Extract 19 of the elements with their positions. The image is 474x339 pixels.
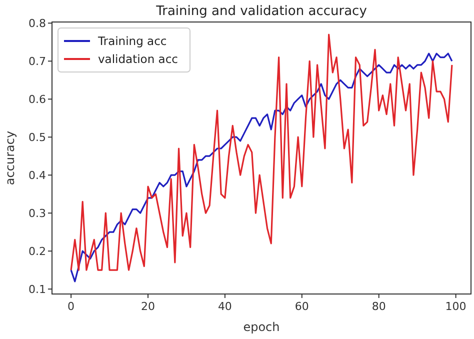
chart-title: Training and validation accuracy bbox=[155, 4, 368, 19]
x-tick-label: 20 bbox=[140, 300, 155, 313]
x-tick-label: 60 bbox=[294, 300, 309, 313]
x-tick-label: 40 bbox=[218, 300, 232, 313]
y-tick-label: 0.1 bbox=[28, 283, 46, 296]
x-tick-label: 0 bbox=[68, 300, 75, 313]
y-tick-label: 0.3 bbox=[28, 207, 46, 220]
x-axis-title: epoch bbox=[243, 320, 280, 334]
legend-label: validation acc bbox=[98, 52, 178, 66]
x-tick-label: 100 bbox=[445, 300, 466, 313]
legend-label: Training acc bbox=[97, 34, 167, 48]
y-tick-label: 0.8 bbox=[28, 17, 46, 30]
y-tick-label: 0.5 bbox=[28, 131, 46, 144]
y-tick-label: 0.4 bbox=[28, 169, 46, 182]
y-tick-label: 0.7 bbox=[28, 55, 46, 68]
y-tick-label: 0.6 bbox=[28, 93, 46, 106]
x-tick-label: 80 bbox=[372, 300, 386, 313]
y-tick-label: 0.2 bbox=[28, 245, 46, 258]
y-axis-title: accuracy bbox=[3, 130, 17, 186]
